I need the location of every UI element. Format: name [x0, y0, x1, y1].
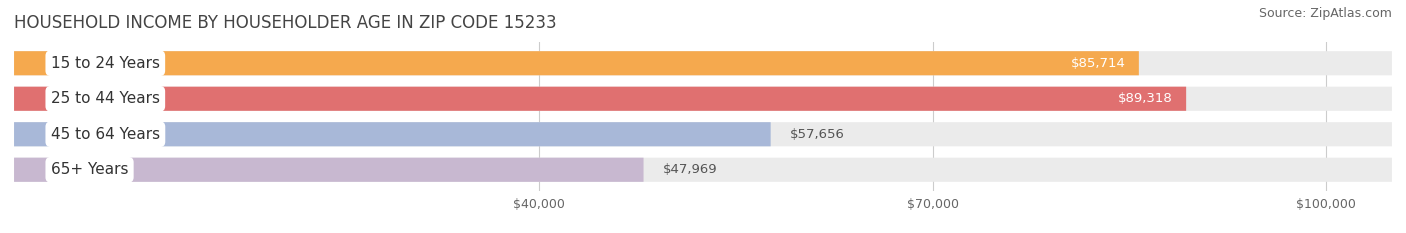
FancyBboxPatch shape [14, 122, 770, 146]
FancyBboxPatch shape [14, 158, 1392, 182]
Text: 15 to 24 Years: 15 to 24 Years [51, 56, 160, 71]
FancyBboxPatch shape [14, 122, 1392, 146]
FancyBboxPatch shape [14, 87, 1187, 111]
Text: 65+ Years: 65+ Years [51, 162, 128, 177]
FancyBboxPatch shape [14, 51, 1139, 75]
Text: HOUSEHOLD INCOME BY HOUSEHOLDER AGE IN ZIP CODE 15233: HOUSEHOLD INCOME BY HOUSEHOLDER AGE IN Z… [14, 14, 557, 32]
Text: $57,656: $57,656 [790, 128, 845, 141]
Text: $85,714: $85,714 [1071, 57, 1126, 70]
FancyBboxPatch shape [14, 87, 1392, 111]
Text: 25 to 44 Years: 25 to 44 Years [51, 91, 160, 106]
Text: Source: ZipAtlas.com: Source: ZipAtlas.com [1258, 7, 1392, 20]
Text: 45 to 64 Years: 45 to 64 Years [51, 127, 160, 142]
FancyBboxPatch shape [14, 158, 644, 182]
FancyBboxPatch shape [14, 51, 1392, 75]
Text: $47,969: $47,969 [664, 163, 718, 176]
Text: $89,318: $89,318 [1118, 92, 1173, 105]
